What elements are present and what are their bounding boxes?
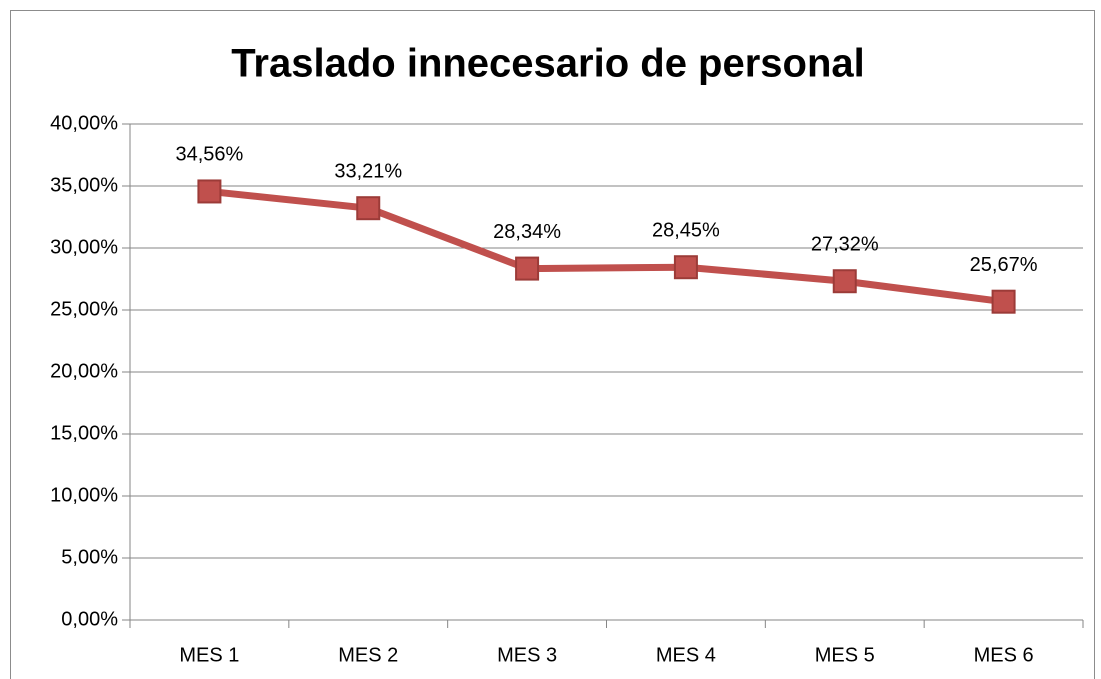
data-label: 28,45% <box>652 220 720 242</box>
data-marker <box>356 196 381 221</box>
data-marker <box>832 269 857 294</box>
x-tick-label: MES 6 <box>974 644 1034 666</box>
x-tick-label: MES 4 <box>656 644 716 666</box>
x-tick-label: MES 1 <box>179 644 239 666</box>
series-line <box>209 187 1005 306</box>
data-label: 25,67% <box>970 254 1038 276</box>
y-tick-label: 20,00% <box>50 360 118 382</box>
y-tick-label: 40,00% <box>50 112 118 134</box>
y-tick-label: 10,00% <box>50 484 118 506</box>
y-tick-label: 5,00% <box>61 546 118 568</box>
data-label: 28,34% <box>493 221 561 243</box>
y-tick-label: 15,00% <box>50 422 118 444</box>
x-tick-label: MES 3 <box>497 644 557 666</box>
y-tick-label: 30,00% <box>50 236 118 258</box>
chart-frame <box>10 10 1095 679</box>
data-label: 33,21% <box>334 160 402 182</box>
x-tick-label: MES 5 <box>815 644 875 666</box>
data-label: 27,32% <box>811 234 879 256</box>
data-marker <box>673 255 698 280</box>
y-tick-label: 0,00% <box>61 608 118 630</box>
x-tick-label: MES 2 <box>338 644 398 666</box>
data-marker <box>991 289 1016 314</box>
chart-title: Traslado innecesario de personal <box>231 42 865 86</box>
data-label: 34,56% <box>175 144 243 166</box>
y-tick-label: 25,00% <box>50 298 118 320</box>
y-tick-label: 35,00% <box>50 174 118 196</box>
data-marker <box>197 179 222 204</box>
data-marker <box>515 256 540 281</box>
